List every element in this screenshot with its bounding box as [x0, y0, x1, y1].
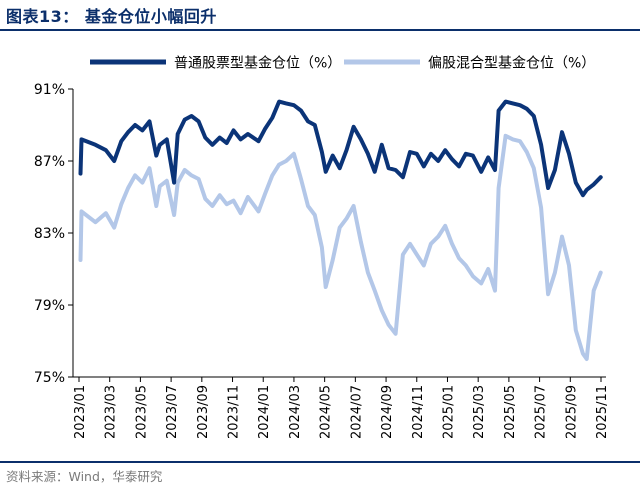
x-tick-label: 2025/07 [534, 385, 549, 439]
series-layer [78, 99, 603, 361]
series-line-stock-fund [78, 99, 603, 198]
x-tick-label: 2025/09 [564, 385, 579, 439]
x-tick-label: 2024/01 [257, 385, 272, 439]
y-tick-label: 75% [34, 370, 65, 386]
x-tick-label: 2024/03 [288, 385, 303, 439]
legend-label-stock-fund: 普通股票型基金仓位（%） [174, 55, 341, 72]
figure-header: 图表13： 基金仓位小幅回升 [0, 0, 640, 31]
x-tick-label: 2025/11 [595, 385, 610, 439]
x-tick-label: 2025/01 [441, 385, 456, 439]
title-divider [0, 29, 640, 31]
source-divider [0, 461, 640, 463]
x-tick-label: 2025/05 [503, 385, 518, 439]
x-tick-label: 2024/05 [319, 385, 334, 439]
x-tick-label: 2023/03 [104, 385, 119, 439]
x-tick-label: 2025/03 [472, 385, 487, 439]
x-tick-label: 2023/01 [73, 385, 88, 439]
x-tick-label: 2023/05 [134, 385, 149, 439]
x-tick-label: 2024/09 [380, 385, 395, 439]
x-tick-label: 2023/11 [227, 385, 242, 439]
y-tick-label: 91% [34, 82, 65, 98]
series-line-mixed-fund [78, 133, 603, 361]
y-tick-label: 83% [34, 226, 65, 242]
axes-layer: 75% 79% 83% 87% 91% 2023/01 2023/03 2023/05 2023… [34, 82, 610, 439]
x-tick-label: 2023/09 [196, 385, 211, 439]
x-tick-label: 2024/07 [349, 385, 364, 439]
y-tick-label: 79% [34, 298, 65, 314]
legend-label-mixed-fund: 偏股混合型基金仓位（%） [428, 55, 595, 72]
chart-legend: 普通股票型基金仓位（%） 偏股混合型基金仓位（%） [90, 55, 595, 72]
figure-title: 图表13： 基金仓位小幅回升 [6, 7, 217, 26]
x-tick-label: 2024/11 [411, 385, 426, 439]
source-note: 资料来源：Wind，华泰研究 [6, 469, 163, 484]
x-tick-label: 2023/07 [165, 385, 180, 439]
fund-position-chart: 普通股票型基金仓位（%） 偏股混合型基金仓位（%） 75% 79% 83% 87% 91… [34, 55, 610, 440]
y-tick-label: 87% [34, 154, 65, 170]
